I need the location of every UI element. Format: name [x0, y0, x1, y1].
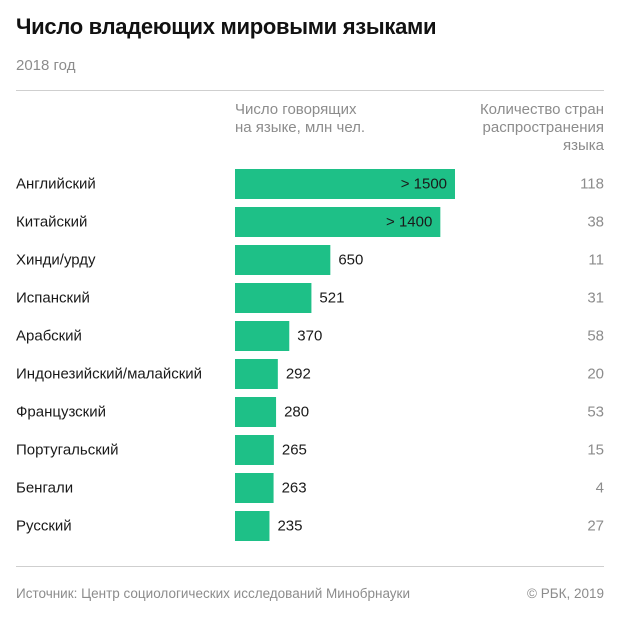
- bar: [235, 511, 270, 541]
- category-label: Индонезийский/малайский: [16, 366, 202, 383]
- bar: [235, 359, 278, 389]
- source-note: Источник: Центр социологических исследов…: [16, 586, 410, 601]
- bar: [235, 245, 331, 275]
- country-count-label: 27: [587, 518, 604, 535]
- category-label: Хинди/урду: [16, 252, 96, 269]
- category-label: Арабский: [16, 328, 82, 345]
- value-label: 370: [297, 328, 322, 345]
- bar: [235, 207, 441, 237]
- country-count-label: 31: [587, 290, 604, 307]
- value-label: 280: [284, 404, 309, 421]
- bar: [235, 473, 274, 503]
- value-label: 263: [282, 480, 307, 497]
- bottom-divider: [16, 566, 604, 567]
- speakers-header-line-2: на языке, млн чел.: [235, 119, 366, 136]
- country-count-label: 118: [580, 176, 604, 193]
- value-label: > 1500: [401, 176, 447, 193]
- value-label: 235: [277, 518, 302, 535]
- value-label: > 1400: [386, 214, 432, 231]
- category-label: Английский: [16, 176, 96, 193]
- country-count-label: 20: [587, 366, 604, 383]
- countries-header-line-3: языка: [562, 137, 604, 154]
- bar: [235, 435, 274, 465]
- speakers-header-line-1: Число говорящих: [235, 101, 357, 118]
- bar: [235, 283, 312, 313]
- top-divider: [16, 90, 604, 91]
- value-label: 265: [282, 442, 307, 459]
- bar: [235, 321, 290, 351]
- category-label: Бенгали: [16, 480, 73, 497]
- copyright-note: © РБК, 2019: [527, 586, 604, 601]
- value-label: 292: [286, 366, 311, 383]
- bar: [235, 169, 455, 199]
- country-count-label: 58: [587, 328, 604, 345]
- value-label: 650: [338, 252, 363, 269]
- countries-header-line-1: Количество стран: [479, 101, 604, 118]
- countries-column-header: Количество стран распространения языка: [424, 101, 604, 155]
- country-count-label: 53: [587, 404, 604, 421]
- country-count-label: 15: [587, 442, 604, 459]
- category-label: Португальский: [16, 442, 119, 459]
- country-count-label: 38: [587, 214, 604, 231]
- category-label: Русский: [16, 518, 72, 535]
- country-count-label: 4: [596, 480, 604, 497]
- chart-subtitle: 2018 год: [16, 57, 76, 74]
- bar: [235, 397, 277, 427]
- value-label: 521: [319, 290, 344, 307]
- category-label: Испанский: [16, 290, 90, 307]
- countries-header-line-2: распространения: [482, 119, 604, 136]
- country-count-label: 11: [588, 252, 604, 269]
- category-label: Французский: [16, 404, 106, 421]
- speakers-column-header: Число говорящих на языке, млн чел.: [235, 101, 435, 137]
- chart-title: Число владеющих мировыми языками: [16, 14, 437, 39]
- category-label: Китайский: [16, 214, 87, 231]
